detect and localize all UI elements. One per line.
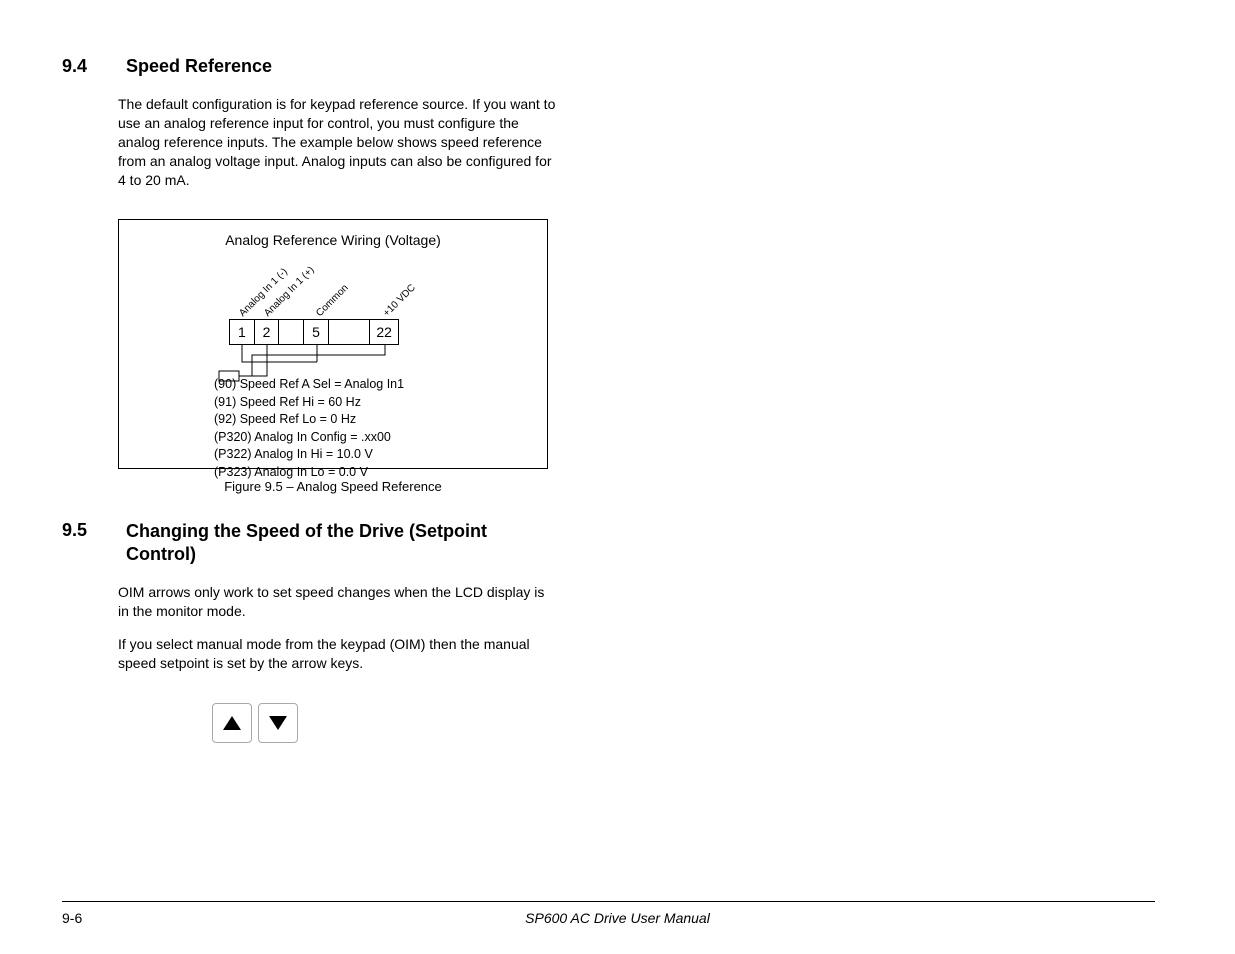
param-row: (91) Speed Ref Hi = 60 Hz (214, 394, 404, 412)
param-row: (90) Speed Ref A Sel = Analog In1 (214, 376, 404, 394)
parameter-list: (90) Speed Ref A Sel = Analog In1 (91) S… (214, 376, 404, 481)
page: 9.4 Speed Reference The default configur… (0, 0, 1235, 954)
wiring-diagram: Analog In 1 (-) Analog In 1 (+) Common +… (139, 254, 527, 394)
section-title: Speed Reference (126, 56, 272, 77)
up-arrow-icon (221, 712, 243, 734)
section-95-p2: If you select manual mode from the keypa… (118, 635, 558, 673)
figure-caption: Figure 9.5 – Analog Speed Reference (118, 479, 548, 494)
manual-name: SP600 AC Drive User Manual (0, 910, 1235, 926)
param-row: (P320) Analog In Config = .xx00 (214, 429, 404, 447)
section-title: Changing the Speed of the Drive (Setpoin… (126, 520, 526, 565)
figure-frame: Analog Reference Wiring (Voltage) Analog… (118, 219, 548, 469)
section-94-body: The default configuration is for keypad … (118, 95, 558, 189)
param-row: (92) Speed Ref Lo = 0 Hz (214, 411, 404, 429)
down-arrow-icon (267, 712, 289, 734)
param-row: (P322) Analog In Hi = 10.0 V (214, 446, 404, 464)
wires (139, 254, 527, 394)
figure-block: Analog Reference Wiring (Voltage) Analog… (118, 219, 548, 494)
param-row: (P323) Analog In Lo = 0.0 V (214, 464, 404, 482)
arrow-keys (212, 703, 1155, 743)
footer-rule (62, 901, 1155, 902)
section-95-p1: OIM arrows only work to set speed change… (118, 583, 558, 621)
section-number: 9.5 (62, 520, 102, 541)
section-95-heading: 9.5 Changing the Speed of the Drive (Set… (62, 520, 1155, 565)
down-arrow-key (258, 703, 298, 743)
section-number: 9.4 (62, 56, 102, 77)
up-arrow-key (212, 703, 252, 743)
section-94-heading: 9.4 Speed Reference (62, 56, 1155, 77)
figure-title: Analog Reference Wiring (Voltage) (139, 232, 527, 248)
